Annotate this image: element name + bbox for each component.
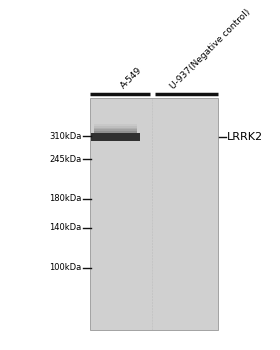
Text: 310kDa: 310kDa (49, 132, 81, 141)
Bar (94, 127, 137, 133)
Bar (94, 130, 137, 133)
Bar (94, 126, 137, 133)
Bar (94, 131, 137, 133)
Bar (92, 133, 140, 141)
Text: LRRK2: LRRK2 (227, 132, 263, 142)
Text: A-549: A-549 (119, 66, 144, 91)
Bar (94, 124, 137, 133)
Bar (90, 98, 218, 330)
Text: 180kDa: 180kDa (49, 195, 81, 203)
Text: 100kDa: 100kDa (49, 263, 81, 272)
Text: 140kDa: 140kDa (49, 224, 81, 232)
Text: U-937(Negative control): U-937(Negative control) (169, 7, 253, 91)
Text: 245kDa: 245kDa (49, 155, 81, 164)
